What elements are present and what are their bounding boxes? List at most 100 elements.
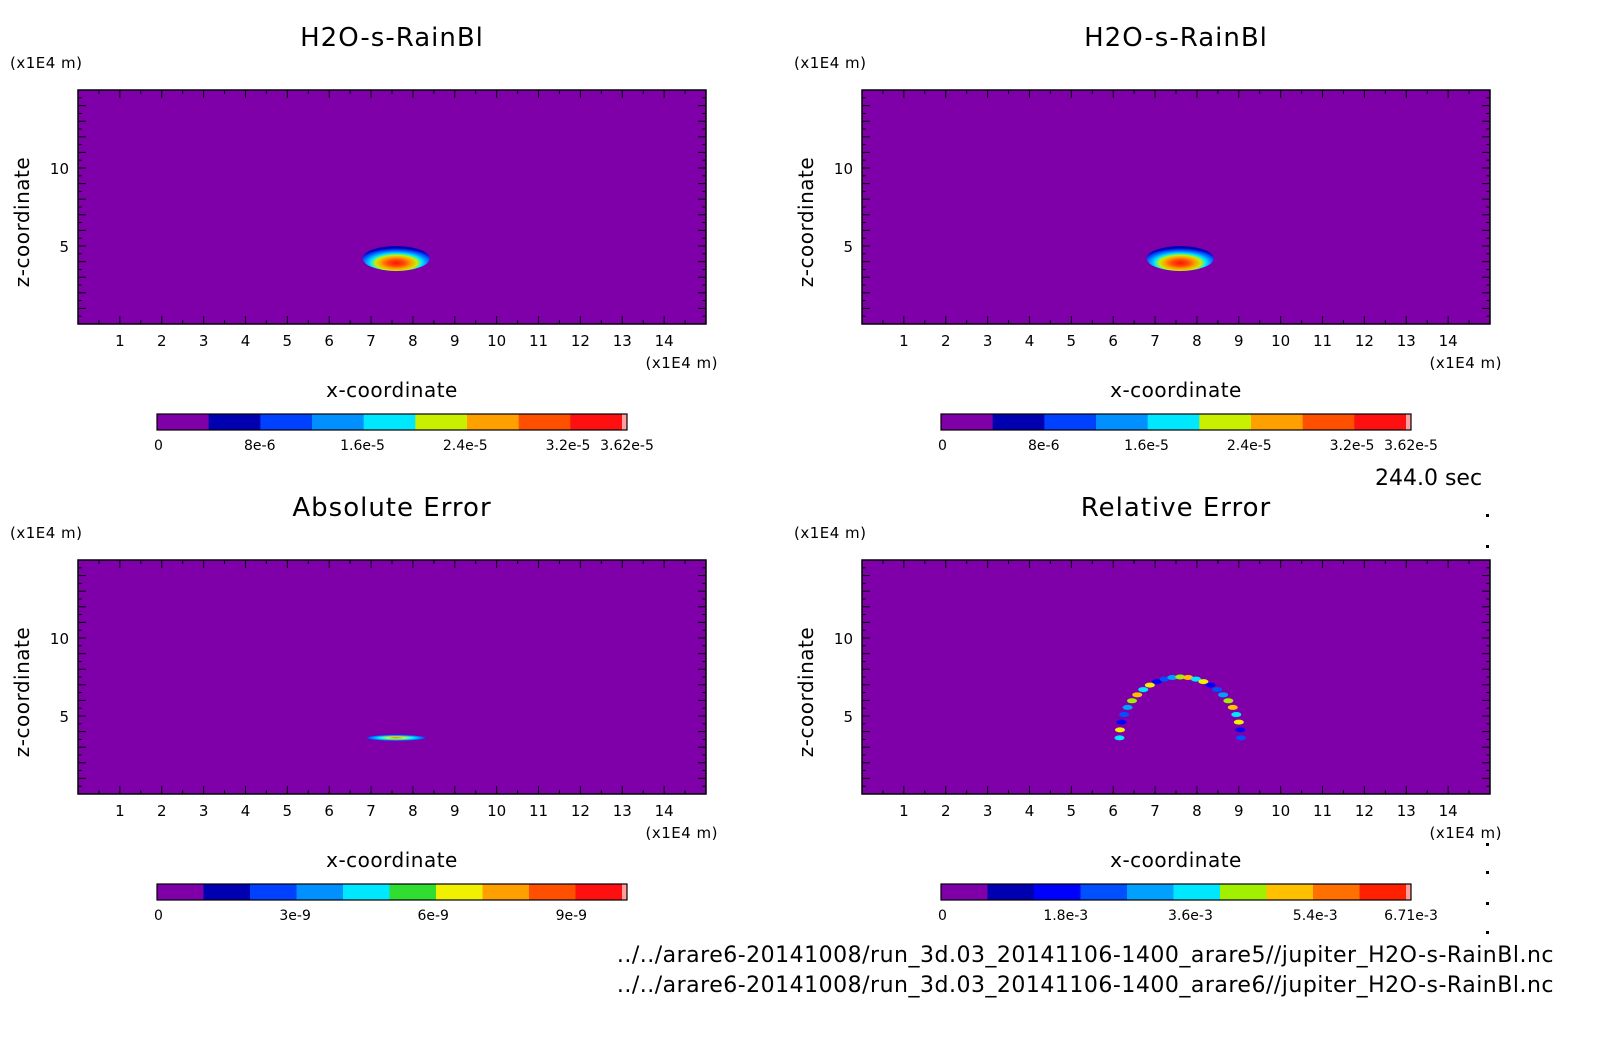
data-arc-segment	[1235, 735, 1246, 741]
x-tick-label: 11	[1313, 802, 1332, 820]
x-tick-label: 8	[408, 332, 418, 350]
x-tick-label: 4	[1025, 802, 1035, 820]
x-tick-label: 3	[983, 802, 993, 820]
y-axis-label: z-coordinate	[794, 157, 818, 287]
colorbar-segment	[518, 414, 571, 430]
x-tick-label: 9	[1234, 802, 1244, 820]
data-arc-segment	[1223, 698, 1234, 704]
colorbar-segment	[1406, 414, 1411, 430]
colorbar-segment	[389, 884, 437, 900]
x-tick-label: 12	[1355, 802, 1374, 820]
x-tick-label: 10	[1271, 332, 1290, 350]
data-arc-segment	[1144, 682, 1155, 688]
y-axis-label: z-coordinate	[10, 627, 34, 757]
y-tick-label: 10	[50, 630, 69, 648]
x-tick-label: 14	[1439, 802, 1458, 820]
colorbar-segment	[1096, 414, 1149, 430]
colorbar-segment	[1199, 414, 1252, 430]
chart-title: H2O-s-RainBl	[300, 23, 484, 53]
x-axis-unit: (x1E4 m)	[1429, 354, 1502, 372]
data-arc-segment	[1122, 704, 1133, 710]
y-tick-label: 10	[834, 160, 853, 178]
colorbar-segment	[1354, 414, 1407, 430]
data-blob	[362, 246, 430, 271]
colorbar-segment	[343, 884, 390, 900]
colorbar-label: 0	[154, 438, 163, 454]
colorbar-segment	[1302, 414, 1355, 430]
colorbar-label: 8e-6	[244, 438, 276, 454]
x-tick-label: 12	[571, 802, 590, 820]
colorbar-frame	[156, 883, 628, 901]
x-tick-label: 3	[199, 332, 209, 350]
margin-dot	[1486, 545, 1489, 548]
x-tick-label: 6	[1108, 332, 1118, 350]
x-tick-label: 2	[941, 332, 951, 350]
data-arc-segment	[1212, 687, 1223, 693]
data-arc-segment	[1190, 676, 1201, 682]
colorbar-segment	[1147, 414, 1200, 430]
x-tick-label: 5	[283, 802, 293, 820]
time-label: 244.0 sec	[1375, 466, 1483, 491]
colorbar-segment	[1127, 884, 1174, 900]
colorbar-label: 6.71e-3	[1384, 908, 1438, 924]
colorbar-segment	[622, 884, 627, 900]
colorbar-label: 3.2e-5	[546, 438, 591, 454]
data-arc-segment	[1159, 676, 1170, 682]
x-tick-label: 12	[1355, 332, 1374, 350]
x-tick-label: 7	[1150, 802, 1160, 820]
data-arc-segment	[1218, 692, 1229, 698]
x-tick-label: 6	[324, 802, 334, 820]
colorbar-segment	[1034, 884, 1081, 900]
x-tick-label: 2	[941, 802, 951, 820]
x-tick-label: 1	[899, 802, 909, 820]
x-axis-label: x-coordinate	[326, 848, 458, 872]
x-axis-unit: (x1E4 m)	[645, 354, 718, 372]
x-tick-label: 2	[157, 332, 167, 350]
x-tick-label: 14	[655, 332, 674, 350]
colorbar-segment	[1313, 884, 1360, 900]
x-tick-label: 13	[1397, 802, 1416, 820]
x-tick-label: 2	[157, 802, 167, 820]
colorbar-segment	[1251, 414, 1304, 430]
colorbar-segment	[575, 884, 623, 900]
colorbar-segment	[1266, 884, 1314, 900]
data-arc-segment	[1114, 735, 1125, 741]
y-tick-label: 10	[50, 160, 69, 178]
colorbar-segment	[203, 884, 251, 900]
x-tick-label: 13	[1397, 332, 1416, 350]
footer-file-path-1: ../../arare6-20141008/run_3d.03_20141106…	[616, 943, 1554, 968]
colorbar-label: 2.4e-5	[443, 438, 488, 454]
colorbar-segment	[436, 884, 483, 900]
y-axis-unit: (x1E4 m)	[794, 524, 867, 542]
colorbar-frame	[940, 413, 1412, 431]
colorbar-label: 6e-9	[417, 908, 448, 924]
colorbar-segment	[250, 884, 297, 900]
colorbar-label: 0	[938, 438, 947, 454]
x-tick-label: 7	[1150, 332, 1160, 350]
x-axis-label: x-coordinate	[326, 378, 458, 402]
y-axis-label: z-coordinate	[794, 627, 818, 757]
y-tick-label: 5	[843, 708, 853, 726]
chart-title: Relative Error	[1081, 493, 1272, 523]
plot-area	[78, 560, 706, 794]
colorbar-label: 5.4e-3	[1293, 908, 1338, 924]
colorbar-segment	[1173, 884, 1221, 900]
colorbar-segment	[363, 414, 416, 430]
margin-dot	[1486, 902, 1489, 905]
data-streak	[366, 734, 426, 741]
colorbar-segment	[1359, 884, 1407, 900]
colorbar-segment	[987, 884, 1035, 900]
x-tick-label: 5	[283, 332, 293, 350]
data-arc-segment	[1235, 727, 1246, 733]
colorbar-label: 2.4e-5	[1227, 438, 1272, 454]
x-tick-label: 13	[613, 332, 632, 350]
margin-dot	[1486, 843, 1489, 846]
x-tick-label: 1	[115, 332, 125, 350]
x-tick-label: 7	[366, 332, 376, 350]
colorbar-label: 9e-9	[556, 908, 587, 924]
x-tick-label: 8	[1192, 332, 1202, 350]
data-arc-segment	[1114, 727, 1125, 733]
colorbar-segment	[467, 414, 520, 430]
x-tick-label: 7	[366, 802, 376, 820]
